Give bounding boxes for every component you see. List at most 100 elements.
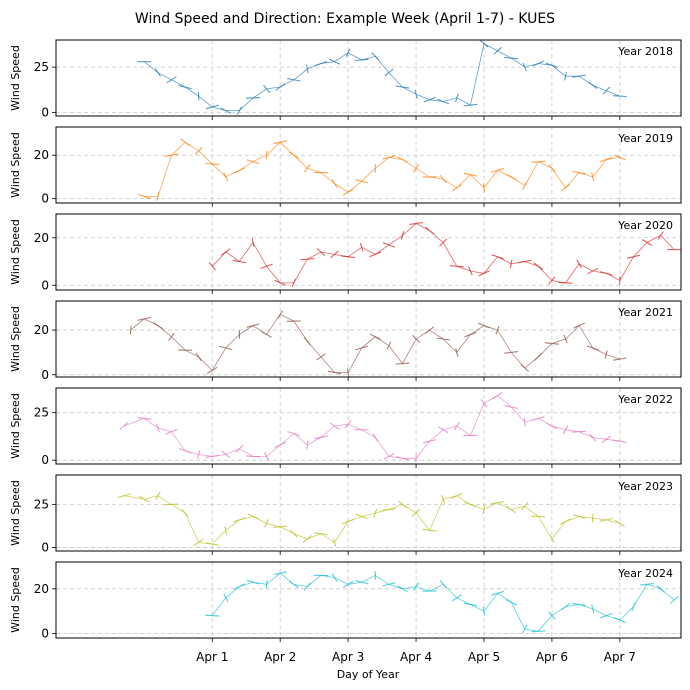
panel-0: 0 25 Year 2018 Wind Speed	[9, 39, 682, 120]
direction-arrow	[277, 310, 284, 319]
direction-arrow	[400, 231, 405, 240]
direction-arrow	[219, 345, 233, 351]
direction-arrow	[480, 399, 488, 408]
direction-arrow	[533, 262, 544, 270]
x-axis-label: Day of Year	[337, 668, 400, 681]
panel-1: 0 20 Year 2019 Wind Speed	[9, 126, 682, 207]
direction-arrow	[205, 542, 219, 546]
panel-frame	[55, 213, 682, 291]
direction-arrow	[656, 584, 665, 593]
direction-arrow	[303, 337, 311, 346]
direction-arrow	[563, 334, 568, 344]
direction-arrow	[562, 425, 569, 435]
direction-arrow	[303, 164, 311, 173]
direction-arrow	[246, 323, 260, 328]
direction-arrow	[613, 439, 627, 443]
direction-arrow	[587, 81, 598, 89]
direction-arrow	[591, 513, 594, 523]
direction-arrow	[463, 602, 478, 607]
direction-arrow	[221, 450, 231, 459]
direction-arrow	[383, 453, 395, 460]
direction-arrow	[178, 84, 192, 90]
panel-frame	[55, 300, 682, 378]
y-tick-label: 20	[34, 582, 49, 596]
direction-arrow	[572, 430, 587, 433]
direction-arrow	[181, 508, 189, 518]
x-tick-label: Apr 5	[468, 650, 500, 664]
direction-arrow	[398, 500, 407, 509]
direction-arrow	[223, 172, 229, 182]
direction-arrow	[439, 580, 447, 589]
direction-arrow	[168, 332, 175, 341]
direction-arrow	[197, 450, 201, 459]
direction-arrow	[438, 426, 449, 434]
direction-arrow	[425, 326, 435, 334]
direction-arrow	[329, 422, 340, 430]
direction-arrow	[245, 97, 261, 99]
direction-arrow	[223, 593, 229, 603]
direction-arrow	[453, 421, 460, 431]
direction-arrow	[619, 276, 621, 285]
direction-arrow	[265, 150, 268, 160]
y-tick-label: 25	[34, 406, 49, 420]
x-tick-label: Apr 7	[604, 650, 636, 664]
direction-arrow	[164, 503, 179, 506]
direction-arrow	[591, 172, 595, 182]
direction-arrow	[381, 508, 396, 511]
direction-arrow	[287, 78, 301, 82]
y-axis-label: Wind Speed	[9, 393, 22, 459]
direction-arrow	[330, 250, 339, 259]
direction-arrow	[464, 331, 477, 338]
direction-arrow	[600, 612, 613, 619]
direction-arrow	[586, 345, 599, 351]
direction-arrow	[369, 251, 382, 258]
direction-arrow	[613, 154, 626, 161]
direction-arrow	[331, 179, 338, 188]
wind-speed-line	[130, 313, 621, 373]
direction-arrow	[572, 170, 586, 175]
direction-arrow	[558, 282, 573, 284]
direction-arrow	[613, 617, 626, 624]
direction-arrow	[327, 370, 342, 375]
x-tick-label: Apr 3	[332, 650, 364, 664]
direction-arrow	[138, 495, 150, 503]
direction-arrow	[372, 433, 379, 442]
y-tick-label: 0	[41, 192, 49, 206]
direction-arrow	[572, 74, 586, 78]
direction-arrow	[450, 492, 463, 499]
direction-arrow	[316, 248, 326, 256]
direction-arrow	[504, 56, 519, 60]
direction-arrow	[328, 58, 341, 65]
direction-arrow	[437, 98, 450, 105]
direction-arrow	[129, 325, 132, 335]
direction-arrow	[137, 417, 152, 420]
direction-arrow	[156, 192, 160, 201]
direction-arrow	[425, 226, 435, 235]
wind-speed-line	[211, 223, 675, 284]
direction-arrow	[495, 325, 500, 335]
direction-arrow	[195, 352, 202, 362]
direction-arrow	[232, 259, 247, 264]
direction-arrow	[548, 164, 556, 173]
direction-arrow	[478, 322, 490, 329]
direction-arrow	[504, 405, 518, 409]
direction-arrow	[464, 501, 477, 508]
direction-arrow	[289, 529, 298, 538]
direction-arrow	[449, 265, 464, 268]
x-tick-label: Apr 4	[400, 650, 432, 664]
direction-arrow	[386, 341, 392, 350]
direction-arrow	[137, 316, 152, 321]
panel-year-label: Year 2023	[617, 480, 673, 493]
y-tick-label: 0	[41, 453, 49, 467]
direction-arrow	[346, 368, 350, 377]
direction-arrow	[545, 62, 559, 68]
direction-arrow	[395, 85, 410, 89]
direction-arrow	[180, 138, 190, 146]
panel-year-label: Year 2018	[617, 45, 673, 58]
direction-arrow	[247, 513, 259, 520]
direction-arrow	[546, 422, 558, 430]
direction-arrow	[152, 322, 163, 330]
direction-arrow	[369, 333, 381, 340]
direction-arrow	[440, 494, 446, 504]
direction-arrow	[273, 571, 287, 576]
